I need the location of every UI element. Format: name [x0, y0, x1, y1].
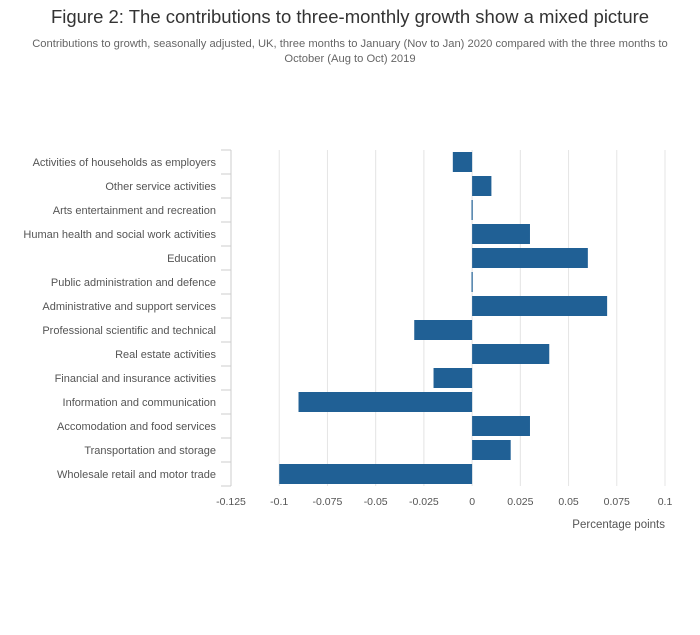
bar — [471, 200, 473, 220]
category-labels: Activities of households as employers Oth… — [23, 157, 216, 481]
bar — [452, 152, 473, 172]
x-tick-label: 0.1 — [658, 496, 673, 508]
bar — [472, 176, 492, 196]
bar — [279, 464, 473, 484]
x-tick-label: 0 — [469, 496, 475, 508]
x-tick-label: 0.025 — [507, 496, 533, 508]
x-tick-label: 0.075 — [604, 496, 630, 508]
category-label: Other service activities — [105, 181, 216, 193]
x-tick-label: -0.05 — [364, 496, 388, 508]
category-label: Education — [167, 253, 216, 265]
bar — [472, 344, 550, 364]
x-tick-label: -0.025 — [409, 496, 439, 508]
bar — [472, 416, 530, 436]
category-axis — [221, 149, 232, 487]
category-label: Real estate activities — [115, 349, 216, 361]
category-label: Information and communication — [63, 397, 216, 409]
chart-title: Figure 2: The contributions to three-mon… — [50, 6, 650, 27]
category-label: Public administration and defence — [51, 277, 216, 289]
x-tick-label: -0.125 — [216, 496, 246, 508]
bar — [472, 296, 608, 316]
bar — [472, 440, 511, 460]
bars — [279, 152, 608, 484]
x-axis-title: Percentage points — [572, 519, 665, 531]
category-label: Arts entertainment and recreation — [53, 205, 216, 217]
category-label: Transportation and storage — [84, 445, 216, 457]
bar — [298, 392, 473, 412]
x-tick-label: 0.05 — [558, 496, 579, 508]
x-tick-label: -0.1 — [270, 496, 288, 508]
x-tick-label: -0.075 — [313, 496, 343, 508]
category-label: Wholesale retail and motor trade — [57, 469, 216, 481]
category-label: Administrative and support services — [42, 301, 216, 313]
category-label: Activities of households as employers — [33, 157, 217, 169]
category-label: Human health and social work activities — [23, 229, 216, 241]
chart-subtitle: Contributions to growth, seasonally adju… — [32, 38, 668, 65]
x-tick-labels: -0.125 -0.1 -0.075 -0.05 -0.025 0 0.025 0.05 0.0… — [216, 496, 672, 508]
bar — [414, 320, 473, 340]
category-label: Accomodation and food services — [57, 421, 216, 433]
bar — [471, 272, 473, 292]
bar — [472, 248, 588, 268]
bar — [472, 224, 530, 244]
category-label: Professional scientific and technical — [42, 325, 216, 337]
bar — [433, 368, 473, 388]
category-label: Financial and insurance activities — [55, 373, 217, 385]
